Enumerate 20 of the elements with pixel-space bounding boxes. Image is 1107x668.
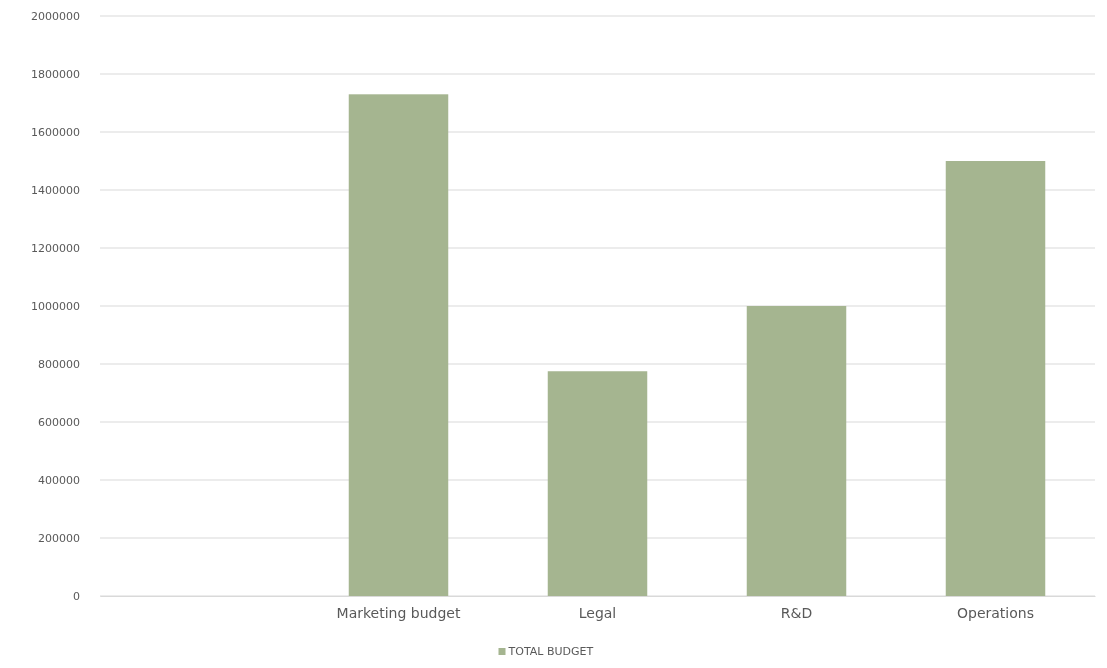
bar xyxy=(547,371,648,596)
y-tick-label: 0 xyxy=(73,590,80,604)
y-tick-label: 2000000 xyxy=(31,10,80,24)
x-tick-label: Legal xyxy=(578,604,617,621)
x-tick-label: Operations xyxy=(957,604,1034,621)
x-tick-label: R&D xyxy=(780,604,813,621)
y-tick-label: 600000 xyxy=(38,416,80,430)
y-tick-label: 1400000 xyxy=(31,184,80,198)
y-tick-label: 1000000 xyxy=(31,300,80,314)
x-tick-label: Marketing budget xyxy=(336,604,461,621)
y-tick-label: 1200000 xyxy=(31,242,80,256)
bar xyxy=(348,94,449,596)
y-tick-label: 800000 xyxy=(38,358,80,372)
legend-label: TOTAL BUDGET xyxy=(507,645,594,658)
y-tick-label: 400000 xyxy=(38,474,80,488)
y-tick-label: 1800000 xyxy=(31,68,80,82)
bar xyxy=(746,306,847,596)
bar xyxy=(945,161,1046,596)
y-tick-label: 1600000 xyxy=(31,126,80,140)
y-tick-label: 200000 xyxy=(38,532,80,546)
